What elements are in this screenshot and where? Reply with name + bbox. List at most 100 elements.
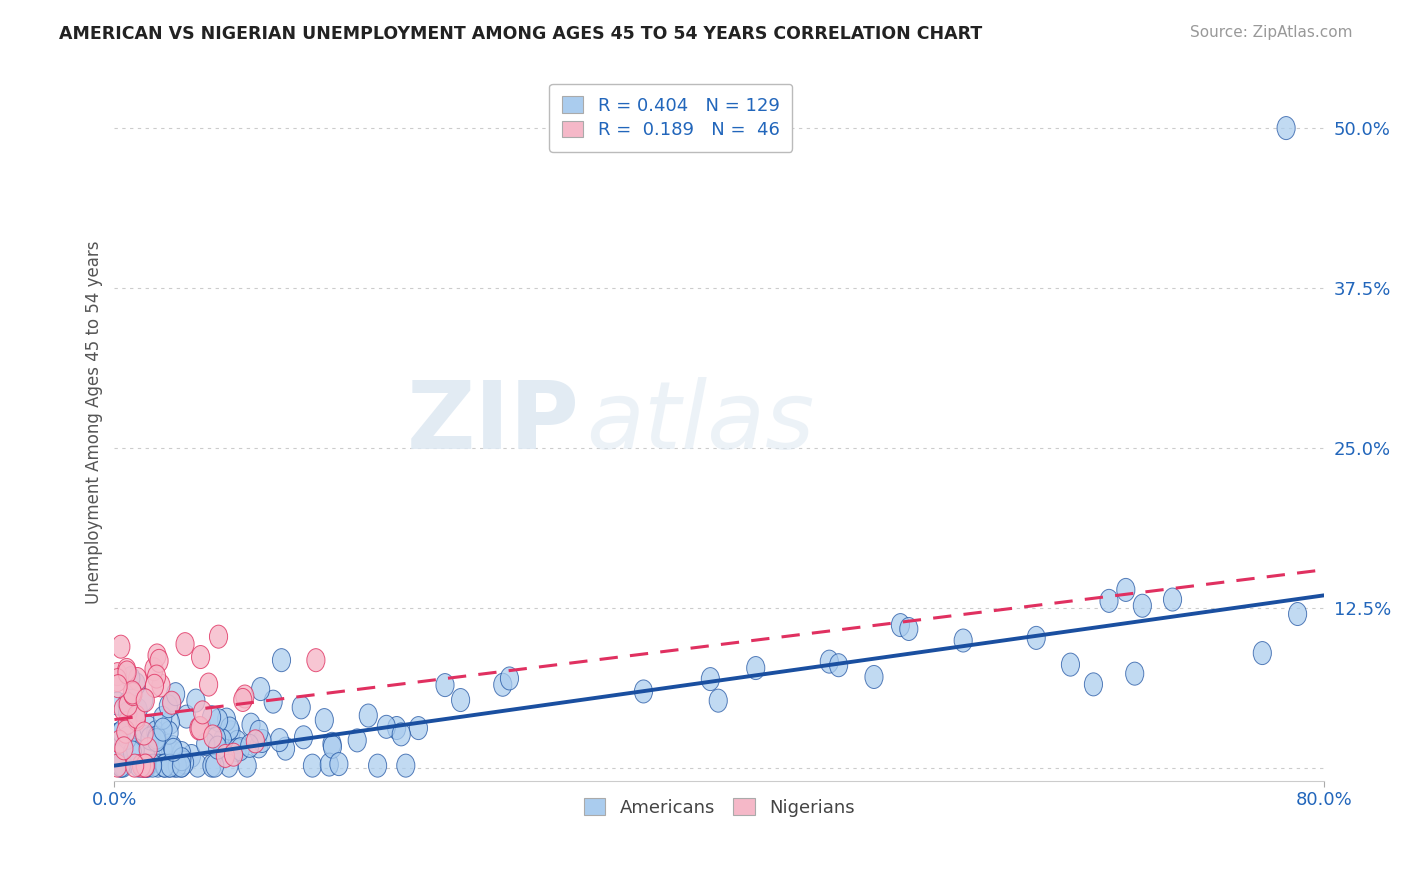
Ellipse shape	[136, 754, 155, 777]
Ellipse shape	[238, 754, 256, 777]
Ellipse shape	[150, 649, 169, 673]
Ellipse shape	[145, 674, 163, 698]
Ellipse shape	[240, 734, 259, 757]
Ellipse shape	[120, 693, 138, 716]
Ellipse shape	[208, 736, 226, 759]
Ellipse shape	[110, 723, 128, 746]
Ellipse shape	[501, 667, 519, 690]
Ellipse shape	[128, 667, 146, 690]
Ellipse shape	[409, 716, 427, 739]
Ellipse shape	[202, 706, 221, 729]
Ellipse shape	[1099, 590, 1118, 613]
Ellipse shape	[209, 625, 228, 648]
Ellipse shape	[207, 727, 225, 750]
Legend: Americans, Nigerians: Americans, Nigerians	[575, 789, 863, 826]
Ellipse shape	[111, 754, 129, 777]
Text: Source: ZipAtlas.com: Source: ZipAtlas.com	[1189, 25, 1353, 40]
Ellipse shape	[747, 657, 765, 680]
Ellipse shape	[128, 707, 145, 731]
Ellipse shape	[277, 737, 295, 760]
Ellipse shape	[702, 667, 720, 690]
Ellipse shape	[173, 747, 191, 771]
Ellipse shape	[128, 706, 145, 728]
Ellipse shape	[1288, 602, 1306, 625]
Ellipse shape	[124, 682, 142, 706]
Ellipse shape	[122, 666, 139, 690]
Ellipse shape	[132, 754, 150, 777]
Ellipse shape	[205, 754, 224, 777]
Ellipse shape	[135, 689, 153, 712]
Ellipse shape	[165, 739, 183, 762]
Ellipse shape	[120, 706, 138, 729]
Ellipse shape	[166, 754, 184, 777]
Ellipse shape	[233, 689, 252, 712]
Ellipse shape	[494, 673, 512, 697]
Ellipse shape	[124, 681, 142, 704]
Ellipse shape	[392, 723, 411, 746]
Ellipse shape	[127, 673, 145, 696]
Ellipse shape	[162, 711, 180, 734]
Ellipse shape	[204, 725, 222, 748]
Ellipse shape	[252, 678, 270, 700]
Ellipse shape	[222, 721, 240, 744]
Ellipse shape	[197, 732, 215, 756]
Ellipse shape	[388, 716, 406, 739]
Ellipse shape	[148, 729, 166, 752]
Ellipse shape	[162, 754, 179, 777]
Ellipse shape	[148, 726, 166, 749]
Ellipse shape	[114, 754, 132, 777]
Ellipse shape	[190, 717, 208, 740]
Ellipse shape	[148, 644, 166, 667]
Ellipse shape	[108, 692, 127, 715]
Ellipse shape	[118, 658, 136, 681]
Ellipse shape	[270, 729, 288, 752]
Ellipse shape	[246, 730, 264, 753]
Ellipse shape	[169, 747, 187, 769]
Ellipse shape	[1028, 626, 1045, 649]
Ellipse shape	[368, 754, 387, 777]
Ellipse shape	[236, 685, 254, 708]
Ellipse shape	[250, 735, 269, 758]
Y-axis label: Unemployment Among Ages 45 to 54 years: Unemployment Among Ages 45 to 54 years	[86, 241, 103, 604]
Ellipse shape	[129, 754, 148, 777]
Ellipse shape	[955, 629, 973, 652]
Ellipse shape	[110, 674, 127, 698]
Ellipse shape	[264, 690, 283, 714]
Ellipse shape	[1277, 117, 1295, 139]
Ellipse shape	[191, 716, 209, 739]
Ellipse shape	[231, 738, 249, 761]
Ellipse shape	[202, 754, 221, 777]
Ellipse shape	[228, 739, 246, 762]
Ellipse shape	[118, 692, 136, 715]
Ellipse shape	[292, 696, 311, 719]
Ellipse shape	[135, 722, 153, 745]
Ellipse shape	[173, 754, 191, 777]
Ellipse shape	[359, 704, 377, 727]
Ellipse shape	[451, 689, 470, 712]
Ellipse shape	[148, 665, 166, 688]
Ellipse shape	[159, 695, 177, 718]
Ellipse shape	[177, 705, 195, 728]
Ellipse shape	[214, 729, 232, 752]
Ellipse shape	[228, 731, 246, 754]
Ellipse shape	[321, 753, 339, 776]
Ellipse shape	[143, 754, 162, 777]
Ellipse shape	[173, 754, 191, 777]
Ellipse shape	[253, 730, 271, 753]
Ellipse shape	[118, 726, 136, 749]
Ellipse shape	[125, 754, 143, 777]
Ellipse shape	[153, 706, 172, 730]
Text: AMERICAN VS NIGERIAN UNEMPLOYMENT AMONG AGES 45 TO 54 YEARS CORRELATION CHART: AMERICAN VS NIGERIAN UNEMPLOYMENT AMONG …	[59, 25, 983, 43]
Ellipse shape	[436, 673, 454, 697]
Ellipse shape	[217, 745, 235, 767]
Ellipse shape	[163, 736, 181, 758]
Ellipse shape	[108, 754, 127, 777]
Ellipse shape	[200, 673, 218, 696]
Ellipse shape	[218, 708, 236, 731]
Ellipse shape	[1084, 673, 1102, 696]
Ellipse shape	[294, 726, 312, 749]
Ellipse shape	[1133, 594, 1152, 617]
Ellipse shape	[349, 729, 367, 752]
Ellipse shape	[136, 689, 155, 712]
Ellipse shape	[176, 751, 194, 774]
